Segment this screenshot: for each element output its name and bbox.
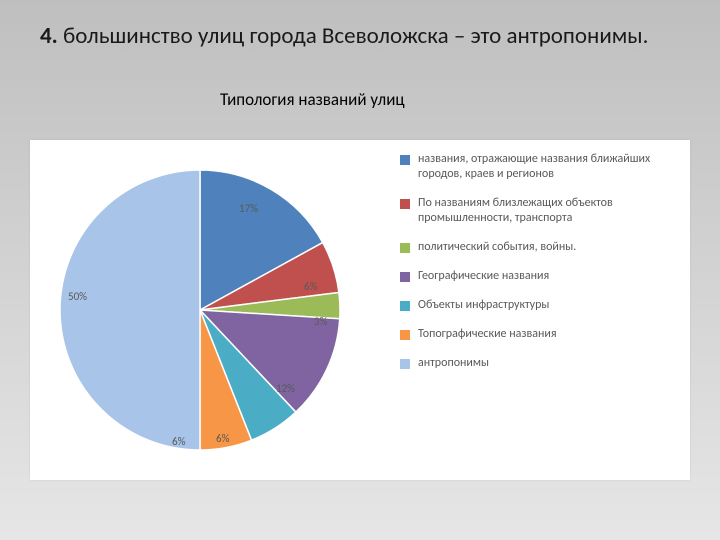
heading-text: большинство улиц города Всеволожска – эт… [63,22,648,50]
legend-item: антропонимы [400,356,680,371]
pie-slice [60,170,200,450]
slide-heading: 4. большинство улиц города Всеволожска –… [40,22,680,51]
pie-pct-label: 6% [172,435,185,448]
legend-label: Географические названия [418,269,549,284]
legend-swatch [400,301,410,311]
legend-item: Географические названия [400,269,680,284]
pie-chart: 17% 6% 3% 12% 6% 6% 50% [50,160,350,460]
legend-label: названия, отражающие названия ближайших … [418,152,680,182]
legend-swatch [400,155,410,165]
legend-label: По названиям близлежащих объектов промыш… [418,196,680,226]
heading-number: 4. [40,22,58,50]
legend-label: антропонимы [418,356,489,371]
chart-area: 17% 6% 3% 12% 6% 6% 50% названия, отражающие н… [30,140,690,480]
legend-swatch [400,359,410,369]
pie-pct-label: 12% [276,382,295,395]
legend-item: По названиям близлежащих объектов промыш… [400,196,680,226]
pie-svg [50,160,350,460]
legend-label: Топографические названия [418,327,557,342]
legend-item: Топографические названия [400,327,680,342]
pie-pct-label: 3% [314,315,327,328]
chart-subtitle: Типология названий улиц [220,90,420,110]
legend-swatch [400,199,410,209]
chart-legend: названия, отражающие названия ближайших … [400,152,680,385]
legend-label: политический события, войны. [418,240,576,255]
pie-pct-label: 6% [216,432,229,445]
legend-item: названия, отражающие названия ближайших … [400,152,680,182]
legend-swatch [400,330,410,340]
legend-swatch [400,272,410,282]
pie-pct-label: 6% [304,280,317,293]
legend-item: Объекты инфраструктуры [400,298,680,313]
pie-pct-label: 50% [68,290,87,303]
pie-pct-label: 17% [239,202,258,215]
legend-item: политический события, войны. [400,240,680,255]
legend-label: Объекты инфраструктуры [418,298,549,313]
slide: 4. большинство улиц города Всеволожска –… [0,0,720,540]
legend-swatch [400,243,410,253]
